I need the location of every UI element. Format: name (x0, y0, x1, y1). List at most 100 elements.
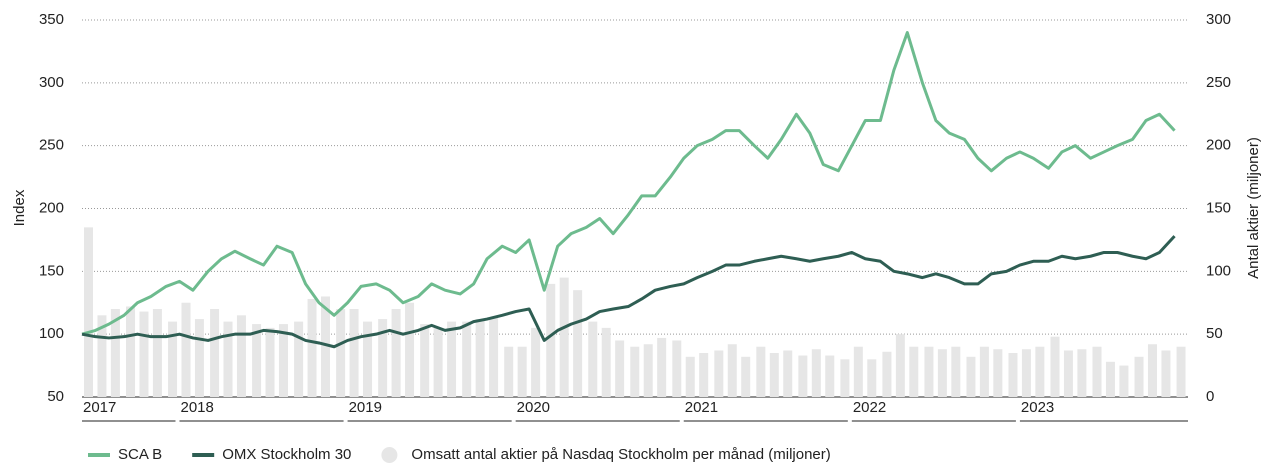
bar (588, 321, 598, 397)
bar (840, 359, 850, 397)
bar (110, 309, 120, 397)
bar (1063, 350, 1073, 397)
bar (741, 356, 751, 397)
bar (699, 353, 709, 397)
bar (1161, 350, 1171, 397)
bar (475, 319, 485, 397)
bar (139, 311, 149, 397)
bar (1119, 365, 1129, 397)
bar (756, 346, 766, 397)
y-tick-label: 50 (47, 388, 64, 405)
bar (630, 346, 640, 397)
x-tick-label: 2021 (685, 399, 718, 416)
bar (223, 321, 233, 397)
bar (462, 321, 472, 397)
legend-label: OMX Stockholm 30 (222, 446, 351, 463)
bar (853, 346, 863, 397)
bar (531, 327, 541, 397)
bar (391, 309, 401, 397)
bar (307, 298, 317, 397)
bar (811, 349, 821, 397)
y-tick-label: 350 (39, 11, 64, 28)
bar (909, 346, 919, 397)
legend-swatch (381, 447, 398, 463)
bar (685, 356, 695, 397)
bar (181, 302, 191, 397)
bar (783, 350, 793, 397)
x-tick-label: 2018 (180, 399, 213, 416)
y2-tick-label: 0 (1206, 388, 1214, 405)
bar (97, 315, 107, 397)
bar (882, 351, 892, 397)
bar (265, 327, 275, 397)
bar (433, 327, 443, 397)
bar (1077, 349, 1087, 397)
x-tick-label: 2017 (83, 399, 116, 416)
bar (1176, 346, 1186, 397)
bar (993, 349, 1003, 397)
bar (152, 309, 162, 397)
bar (1092, 346, 1102, 397)
bar (769, 353, 779, 397)
bar (979, 346, 989, 397)
bar (546, 283, 556, 397)
bar (615, 340, 625, 397)
x-tick-label: 2023 (1021, 399, 1054, 416)
bar (194, 319, 204, 397)
bar (378, 319, 388, 397)
bar (798, 355, 808, 397)
y-tick-label: 100 (39, 325, 64, 342)
bar (825, 355, 835, 397)
bar (420, 324, 430, 397)
bar (672, 340, 682, 397)
y2-tick-label: 100 (1206, 262, 1231, 279)
bar (657, 337, 667, 397)
bar (278, 324, 288, 397)
bar (405, 302, 415, 397)
legend-label: SCA B (118, 446, 162, 463)
bar (349, 309, 359, 397)
bar (363, 321, 373, 397)
x-tick-label: 2019 (349, 399, 382, 416)
x-tick-label: 2020 (517, 399, 550, 416)
bar (1021, 349, 1031, 397)
y-tick-label: 300 (39, 74, 64, 91)
bar (727, 344, 737, 397)
bar (924, 346, 934, 397)
y-tick-label: 200 (39, 199, 64, 216)
bar (126, 306, 136, 397)
line (81, 31, 1176, 336)
bar (294, 321, 304, 397)
line (81, 235, 1176, 349)
y2-tick-label: 150 (1206, 199, 1231, 216)
y2-tick-label: 300 (1206, 11, 1231, 28)
x-tick-label: 2022 (853, 399, 886, 416)
bar (1105, 361, 1115, 397)
bar (447, 321, 457, 397)
y2-tick-label: 50 (1206, 325, 1223, 342)
y2-tick-label: 200 (1206, 137, 1231, 154)
bar (504, 346, 514, 397)
bar (1147, 344, 1157, 397)
bar (966, 356, 976, 397)
bar (895, 334, 905, 397)
y2-tick-label: 250 (1206, 74, 1231, 91)
bar (559, 277, 569, 397)
bar (336, 309, 346, 397)
y-axis-label: Index (11, 189, 28, 226)
y-tick-label: 250 (39, 137, 64, 154)
bar (714, 350, 724, 397)
bar (951, 346, 961, 397)
bar (643, 344, 653, 397)
bar (1008, 353, 1018, 397)
bar (573, 290, 583, 397)
bar (321, 296, 330, 397)
bar (84, 227, 93, 397)
bar (1035, 346, 1045, 397)
bar (937, 349, 947, 397)
bar (1050, 336, 1060, 397)
y2-axis-label: Antal aktier (miljoner) (1245, 137, 1262, 279)
bar (601, 327, 611, 397)
y-tick-label: 150 (39, 262, 64, 279)
